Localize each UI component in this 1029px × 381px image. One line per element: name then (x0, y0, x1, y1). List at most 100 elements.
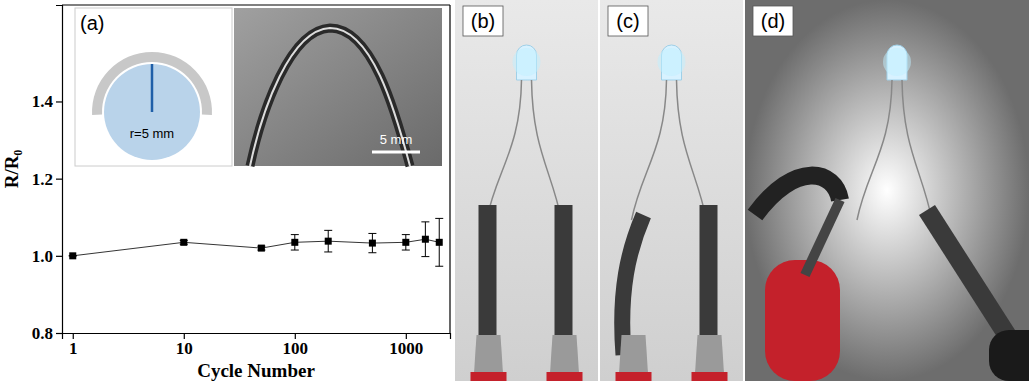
error-bar (368, 233, 376, 252)
y-tick-label: 1.4 (32, 92, 54, 111)
error-bar-cap (421, 221, 429, 222)
panel-label: (b) (471, 10, 495, 32)
x-tick-label: 1 (69, 339, 78, 358)
error-bar-cap (435, 266, 443, 267)
error-bar-cap (402, 234, 410, 235)
y-tick: 1.0 (32, 247, 62, 266)
led-leg (487, 80, 522, 220)
frame-top (62, 4, 450, 5)
photo-background (745, 0, 1029, 381)
error-bar (291, 235, 299, 250)
led-glow (513, 48, 541, 76)
inset-radius-label: r=5 mm (130, 126, 174, 141)
x-axis-title: Cycle Number (197, 360, 315, 381)
error-bar (402, 235, 410, 250)
led-glow (883, 48, 911, 76)
error-bar-cap (402, 250, 410, 251)
panel-label: (a) (80, 12, 104, 34)
y-tick-mark (56, 101, 62, 102)
clip (765, 260, 840, 381)
x-tick-label: 10 (176, 339, 193, 358)
inset-diagram-bg (75, 8, 232, 166)
error-bar-cap (368, 233, 376, 234)
marker (325, 238, 332, 245)
y-tick-mark (56, 179, 62, 180)
panel-label: (d) (761, 10, 785, 32)
clip (989, 330, 1029, 381)
y-tick-mark (56, 333, 62, 334)
led-glow (658, 48, 686, 76)
inset-circle (104, 64, 200, 160)
clip-handle (547, 372, 583, 381)
led-leg (632, 80, 667, 220)
error-bar-cap (324, 251, 332, 252)
panel-label-box (463, 6, 503, 36)
error-bar-cap (435, 218, 443, 219)
y-tick-label: 1.2 (32, 170, 53, 189)
clip-handle (616, 372, 652, 381)
panel-a: r=5 mm 5 mm 1 10 100 1000 0.8 1.0 1.2 1.4 Cycle Nu… (1, 5, 451, 381)
photo-background (600, 0, 743, 381)
electrode (919, 205, 1015, 340)
electrode (700, 205, 718, 355)
y-tick-label: 0.8 (32, 324, 53, 343)
y-tick-label: 1.0 (32, 247, 53, 266)
y-axis-line (56, 6, 63, 334)
y-tick: 1.2 (32, 170, 62, 189)
clip-jaw (805, 200, 840, 275)
electrode (755, 176, 840, 215)
inset-arch (92, 52, 212, 115)
led-leg (532, 80, 562, 220)
inset-radius (151, 64, 154, 112)
x-axis: 1 10 100 1000 (63, 333, 451, 358)
marker (258, 245, 265, 252)
inset: r=5 mm 5 mm (75, 8, 442, 166)
error-bar (324, 230, 332, 252)
marker (369, 240, 376, 247)
photo-panel: (d) (745, 0, 1029, 381)
x-tick: 10 (176, 333, 193, 358)
series-line (73, 239, 439, 256)
figure: r=5 mm 5 mm 1 10 100 1000 0.8 1.0 1.2 1.4 Cycle Nu… (0, 0, 1029, 381)
y-axis-title: R/R₀ (1, 149, 22, 188)
x-tick-label: 100 (283, 339, 309, 358)
error-bar-cap (421, 256, 429, 257)
panel-label-box (608, 6, 648, 36)
frame-right (449, 5, 450, 333)
electrode (622, 215, 643, 355)
electrode (479, 205, 497, 355)
y-axis: 0.8 1.0 1.2 1.4 (32, 6, 63, 343)
scale-bar (372, 151, 420, 154)
marker (422, 236, 429, 243)
x-tick: 100 (283, 333, 309, 358)
marker (69, 252, 76, 259)
photo-background (455, 0, 598, 381)
marker (402, 239, 409, 246)
photo-panel: (b) (455, 0, 598, 381)
x-tick-label: 1000 (389, 339, 423, 358)
error-bar (435, 218, 443, 266)
marker (180, 239, 187, 246)
panel-label: (c) (616, 10, 639, 32)
clip-handle (692, 372, 728, 381)
electrode (555, 205, 573, 355)
inset-photo (234, 8, 442, 166)
x-tick: 1000 (389, 333, 423, 358)
error-bar-cap (368, 252, 376, 253)
led-leg (677, 80, 707, 220)
x-tick: 1 (69, 333, 78, 358)
led-leg (902, 80, 932, 220)
y-tick: 0.8 (32, 324, 62, 343)
scale-bar-label: 5 mm (380, 132, 413, 147)
error-bar-cap (291, 250, 299, 251)
y-tick: 1.4 (32, 92, 62, 111)
error-bar-cap (291, 234, 299, 235)
panel-label-box (753, 6, 793, 36)
clip-handle (471, 372, 507, 381)
error-bar (421, 222, 429, 257)
led-leg (857, 80, 892, 220)
y-tick-mark (56, 256, 62, 257)
data (69, 218, 443, 266)
photo-panel: (c) (600, 0, 743, 381)
error-bar-cap (324, 230, 332, 231)
